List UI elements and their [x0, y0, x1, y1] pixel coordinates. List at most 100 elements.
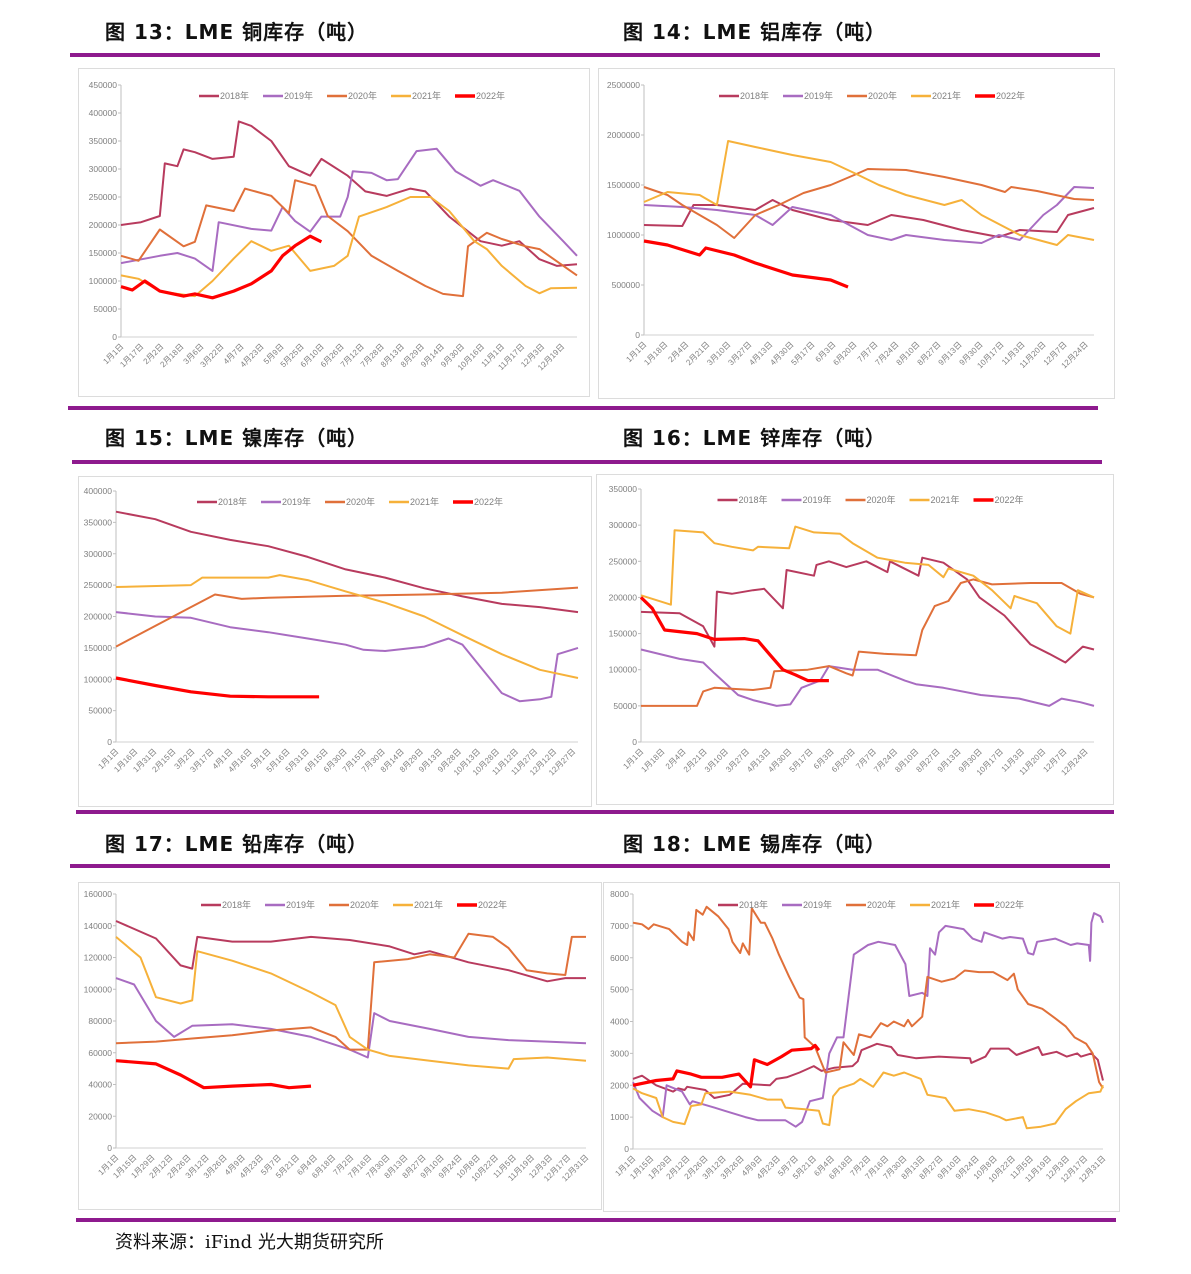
y-tick-label: 0 [107, 737, 112, 747]
chart-title-aluminium: 图 14：LME 铝库存（吨） [623, 20, 887, 44]
y-tick-label: 300000 [609, 520, 638, 530]
series-line-2018 [115, 920, 586, 983]
y-tick-label: 120000 [84, 953, 113, 963]
y-tick-label: 400000 [84, 486, 113, 496]
y-tick-label: 300000 [84, 549, 113, 559]
y-tick-label: 50000 [88, 706, 112, 716]
y-tick-label: 250000 [89, 192, 118, 202]
x-tick-label: 1月18日 [642, 340, 669, 367]
series-line-2019 [632, 912, 1104, 1128]
y-tick-label: 350000 [609, 484, 638, 494]
legend-label: 2021年 [414, 899, 443, 910]
y-tick-label: 400000 [89, 108, 118, 118]
chart-tin-inventory: 0 1000 2000 3000 4000 5000 6000 7000 8000 1月1日 1月1… [603, 882, 1120, 1212]
legend-label: 2019年 [804, 90, 833, 101]
series-line-2018 [115, 510, 579, 614]
y-tick-label: 1500000 [607, 180, 640, 190]
y-tick-label: 1000 [610, 1112, 629, 1122]
legend-label: 2022年 [996, 90, 1025, 101]
series-line-2018 [643, 199, 1095, 238]
series-line-2021 [115, 574, 579, 679]
y-tick-label: 40000 [88, 1080, 112, 1090]
chart-aluminium-inventory: 0 500000 1000000 1500000 2000000 2500000 1月1日 1… [598, 68, 1115, 399]
series-line-2019 [643, 186, 1095, 244]
chart-svg: 0 50000 100000 150000 200000 250000 300000 3500… [84, 486, 579, 777]
y-tick-label: 250000 [609, 556, 638, 566]
chart-svg: 050000010000001500000200000025000001月1日1… [607, 80, 1095, 370]
legend-label: 2022年 [478, 899, 507, 910]
y-tick-label: 160000 [84, 889, 113, 899]
series-line-2020 [632, 905, 1104, 1089]
chart-nickel-inventory: 0 50000 100000 150000 200000 250000 300000 3500… [78, 476, 592, 807]
legend-label: 2018年 [739, 494, 768, 505]
chart-zinc-inventory: 0 50000 100000 150000 200000 250000 300000 3500… [596, 474, 1114, 805]
series-line-2019 [115, 977, 587, 1059]
legend-label: 2020年 [348, 90, 377, 101]
divider-rule [72, 460, 1102, 464]
y-tick-label: 20000 [88, 1111, 112, 1121]
series-line-2019 [640, 648, 1095, 707]
y-tick-label: 3000 [610, 1048, 629, 1058]
y-tick-label: 150000 [89, 248, 118, 258]
legend-label: 2019年 [282, 496, 311, 507]
y-tick-label: 150000 [84, 643, 113, 653]
y-tick-label: 2000000 [607, 130, 640, 140]
y-tick-label: 0 [624, 1144, 629, 1154]
y-tick-label: 1000000 [607, 230, 640, 240]
y-tick-label: 6000 [610, 953, 629, 963]
y-tick-label: 200000 [84, 612, 113, 622]
legend-label: 2021年 [931, 494, 960, 505]
y-tick-label: 450000 [89, 80, 118, 90]
y-tick-label: 200000 [609, 592, 638, 602]
legend-label: 2018年 [739, 899, 768, 910]
legend-label: 2019年 [803, 899, 832, 910]
y-tick-label: 2000 [610, 1080, 629, 1090]
y-tick-label: 0 [112, 332, 117, 342]
y-tick-label: 500000 [612, 280, 641, 290]
legend-label: 2018年 [222, 899, 251, 910]
series-line-2018 [632, 1042, 1104, 1099]
series-line-2021 [643, 140, 1095, 246]
series-line-2020 [115, 586, 579, 648]
y-tick-label: 2500000 [607, 80, 640, 90]
series-line-2020 [120, 179, 578, 298]
y-tick-label: 100000 [84, 984, 113, 994]
y-tick-label: 250000 [84, 580, 113, 590]
series-line-2021 [120, 196, 578, 298]
chart-title-zinc: 图 16：LME 锌库存（吨） [623, 426, 887, 450]
chart-title-tin: 图 18：LME 锡库存（吨） [623, 832, 887, 856]
chart-title-copper: 图 13：LME 铜库存（吨） [105, 20, 369, 44]
series-line-2022 [115, 676, 320, 699]
x-tick-label: 5月17日 [789, 340, 816, 367]
chart-title-nickel: 图 15：LME 镍库存（吨） [105, 426, 369, 450]
y-tick-label: 350000 [89, 136, 118, 146]
x-tick-label: 6月20日 [831, 340, 858, 367]
chart-svg: 0 50000 100000 150000 200000 250000 300000 3500… [609, 484, 1095, 777]
legend-label: 2022年 [474, 496, 503, 507]
chart-svg: 0 50000 100000 150000 200000 250000 300000 3500… [89, 80, 578, 372]
y-tick-label: 100000 [89, 276, 118, 286]
series-line-2020 [643, 168, 1095, 239]
series-line-2022 [632, 1043, 821, 1089]
legend-label: 2020年 [346, 496, 375, 507]
y-tick-label: 0 [632, 737, 637, 747]
legend-label: 2020年 [867, 899, 896, 910]
divider-rule [70, 864, 1110, 868]
legend-label: 2021年 [931, 899, 960, 910]
legend-label: 2018年 [740, 90, 769, 101]
legend-label: 2020年 [868, 90, 897, 101]
x-tick-label: 6月20日 [830, 747, 857, 774]
series-line-2021 [640, 525, 1095, 635]
y-tick-label: 350000 [84, 517, 113, 527]
legend-label: 2021年 [412, 90, 441, 101]
legend-label: 2019年 [284, 90, 313, 101]
y-tick-label: 8000 [610, 889, 629, 899]
y-tick-label: 300000 [89, 164, 118, 174]
y-tick-label: 150000 [609, 629, 638, 639]
series-line-2021 [115, 936, 587, 1070]
y-tick-label: 60000 [88, 1048, 112, 1058]
legend-label: 2019年 [803, 494, 832, 505]
chart-copper-inventory: 0 50000 100000 150000 200000 250000 300000 3500… [78, 68, 590, 397]
y-tick-label: 50000 [93, 304, 117, 314]
chart-svg: 0 20000 40000 60000 80000 100000 120000 140000 1… [84, 889, 591, 1183]
